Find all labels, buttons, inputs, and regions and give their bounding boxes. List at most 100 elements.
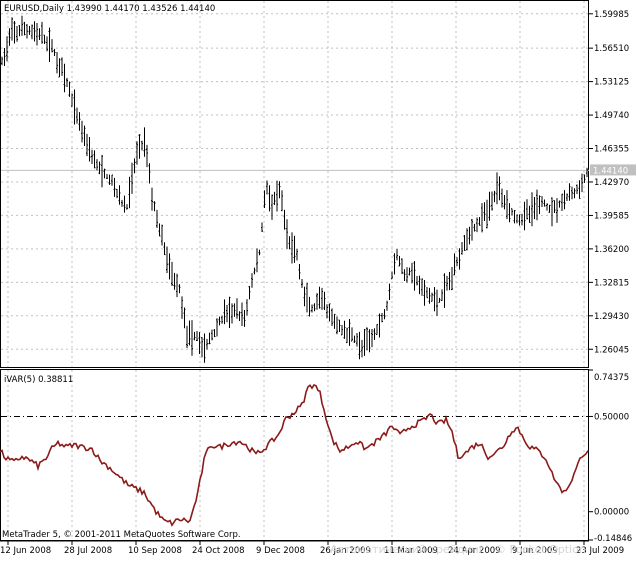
- price-tick-label: 1.36200: [594, 245, 629, 255]
- ohlc-bar: [528, 205, 531, 223]
- ohlc-bar: [443, 273, 446, 308]
- ohlc-bar: [433, 287, 436, 312]
- ohlc-bar: [431, 292, 433, 302]
- ohlc-bar: [316, 293, 318, 310]
- ohlc-bar: [498, 176, 501, 201]
- ohlc-bar: [563, 190, 566, 210]
- ohlc-bar: [418, 275, 421, 295]
- ohlc-bar: [453, 253, 456, 276]
- ohlc-bar: [543, 199, 546, 207]
- ohlc-bar: [321, 287, 323, 310]
- time-tick-label: 9 Dec 2008: [256, 546, 305, 556]
- ohlc-bar: [288, 236, 291, 250]
- ohlc-bar: [361, 339, 363, 358]
- ohlc-bar: [536, 189, 538, 221]
- indicator-pane[interactable]: [0, 369, 589, 541]
- main-price-pane[interactable]: [0, 0, 589, 368]
- ohlc-bar: [28, 26, 31, 35]
- ohlc-bar: [293, 235, 296, 263]
- ohlc-bar: [546, 203, 548, 211]
- ohlc-bar: [318, 286, 321, 309]
- ohlc-bar: [91, 149, 93, 164]
- ohlc-bar: [176, 273, 178, 298]
- ohlc-bar: [578, 180, 581, 200]
- ohlc-bar: [518, 214, 521, 226]
- ohlc-bar: [263, 190, 266, 208]
- ohlc-bar: [143, 127, 146, 157]
- price-tick-label: 1.42970: [594, 178, 629, 188]
- ohlc-bar: [366, 327, 368, 351]
- ohlc-bar: [148, 163, 151, 184]
- ohlc-bar: [171, 261, 173, 286]
- ohlc-bar: [123, 195, 126, 213]
- ohlc-bar: [233, 303, 236, 317]
- ohlc-bar: [231, 303, 233, 324]
- ohlc-bar: [266, 180, 268, 195]
- ohlc-bar: [191, 320, 193, 356]
- ohlc-bar: [451, 266, 453, 291]
- ohlc-bar: [548, 204, 551, 213]
- ohlc-bar: [208, 332, 211, 345]
- ohlc-bar: [393, 253, 396, 275]
- ohlc-bar: [343, 320, 346, 339]
- ohlc-bar: [273, 191, 276, 206]
- ohlc-bar: [553, 200, 556, 214]
- ohlc-bar: [186, 325, 188, 348]
- time-tick-label: 10 Sep 2008: [128, 546, 182, 556]
- ohlc-bar: [558, 200, 561, 208]
- ohlc-bar: [86, 133, 88, 157]
- ohlc-bar: [458, 248, 461, 270]
- ohlc-bar: [533, 197, 536, 220]
- price-tick-label: 1.39585: [594, 211, 629, 221]
- ohlc-bar: [153, 201, 156, 212]
- time-tick-label: 24 Apr 2009: [448, 546, 501, 556]
- ohlc-bar: [358, 331, 361, 360]
- ohlc-bar: [113, 177, 116, 197]
- ohlc-bar: [36, 23, 38, 46]
- ohlc-bar: [298, 264, 301, 280]
- price-tick-label: 1.26045: [594, 345, 629, 355]
- ohlc-bar: [428, 287, 431, 304]
- ohlc-bar: [348, 318, 351, 346]
- ohlc-bar: [126, 204, 128, 210]
- indicator-axis: 0.74375 0.50000 0.00000 -0.14846: [589, 369, 632, 544]
- ohlc-bar: [203, 333, 206, 363]
- ohlc-bar: [121, 199, 123, 207]
- ohlc-bar: [183, 307, 186, 329]
- ohlc-bar: [441, 289, 443, 301]
- ohlc-bar: [128, 176, 131, 209]
- ohlc-bar: [98, 161, 101, 175]
- ohlc-bar: [271, 194, 273, 220]
- ohlc-bar: [378, 313, 381, 338]
- ohlc-bar: [251, 273, 253, 288]
- ohlc-bar: [6, 36, 8, 62]
- ohlc-bar: [513, 209, 516, 224]
- ohlc-bar: [246, 299, 248, 316]
- ohlc-bar: [488, 191, 491, 221]
- ohlc-bar: [396, 249, 398, 261]
- ohlc-bar: [508, 203, 511, 223]
- ohlc-bar: [496, 172, 498, 205]
- ohlc-bar: [81, 120, 83, 143]
- ohlc-bar: [3, 47, 6, 67]
- ohlc-bar: [283, 209, 286, 230]
- ohlc-bar: [258, 249, 261, 256]
- ohlc-bar: [463, 234, 466, 251]
- ohlc-bar: [328, 303, 331, 322]
- ohlc-bar: [511, 208, 513, 216]
- ohlc-bar: [256, 248, 258, 273]
- ohlc-bar: [446, 275, 448, 291]
- ohlc-bar: [503, 195, 506, 210]
- ohlc-bar: [468, 226, 471, 245]
- ohlc-bar: [41, 21, 43, 44]
- ohlc-bar: [63, 63, 66, 93]
- ohlc-bar: [38, 28, 41, 41]
- ohlc-bar: [151, 187, 153, 211]
- ohlc-bar: [326, 304, 328, 319]
- price-tick-label: 1.49740: [594, 111, 629, 121]
- ohlc-bar: [253, 267, 256, 275]
- ohlc-bar: [381, 313, 383, 323]
- ohlc-bar: [456, 257, 458, 267]
